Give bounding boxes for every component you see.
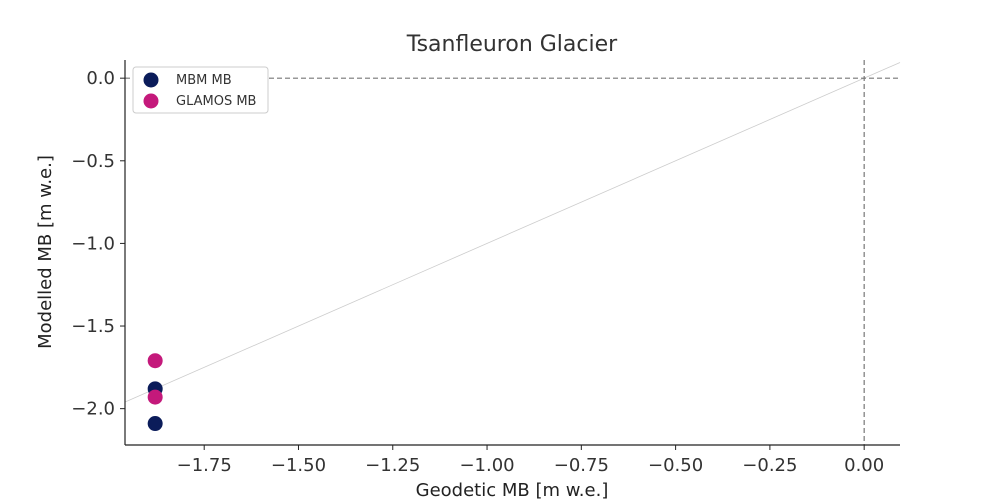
legend-label-mbm: MBM MB bbox=[176, 73, 232, 88]
y-axis-label: Modelled MB [m w.e.] bbox=[35, 155, 56, 349]
x-tick-label: −0.50 bbox=[648, 455, 703, 476]
y-tick-label: −2.0 bbox=[71, 399, 115, 420]
x-tick-label: 0.00 bbox=[844, 455, 884, 476]
legend-box bbox=[132, 66, 269, 114]
y-tick-label: −0.5 bbox=[71, 151, 115, 172]
legend-marker-mbm bbox=[143, 72, 159, 88]
x-tick-label: −1.75 bbox=[177, 455, 232, 476]
data-point-mbm bbox=[147, 416, 163, 432]
chart-title: Tsanfleuron Glacier bbox=[406, 32, 618, 57]
x-tick-label: −0.25 bbox=[742, 455, 797, 476]
y-tick-label: −1.5 bbox=[71, 316, 115, 337]
legend: MBM MB GLAMOS MB bbox=[132, 66, 269, 114]
x-tick-label: −0.75 bbox=[554, 455, 609, 476]
y-axis-ticks: 0.0 −0.5 −1.0 −1.5 −2.0 bbox=[71, 68, 125, 420]
x-axis-label: Geodetic MB [m w.e.] bbox=[416, 480, 609, 500]
data-point-glamos bbox=[147, 389, 163, 405]
x-tick-label: −1.00 bbox=[459, 455, 514, 476]
x-tick-label: −1.25 bbox=[365, 455, 420, 476]
legend-marker-glamos bbox=[143, 93, 159, 109]
x-axis-ticks: −1.75 −1.50 −1.25 −1.00 −0.75 −0.50 −0.25 0.00 bbox=[177, 445, 884, 476]
y-tick-label: −1.0 bbox=[71, 233, 115, 254]
legend-label-glamos: GLAMOS MB bbox=[176, 94, 256, 109]
data-point-glamos bbox=[147, 353, 163, 369]
identity-line bbox=[124, 62, 901, 403]
data-points bbox=[147, 353, 163, 432]
reference-lines bbox=[124, 60, 901, 445]
y-tick-label: 0.0 bbox=[86, 68, 115, 89]
x-tick-label: −1.50 bbox=[271, 455, 326, 476]
